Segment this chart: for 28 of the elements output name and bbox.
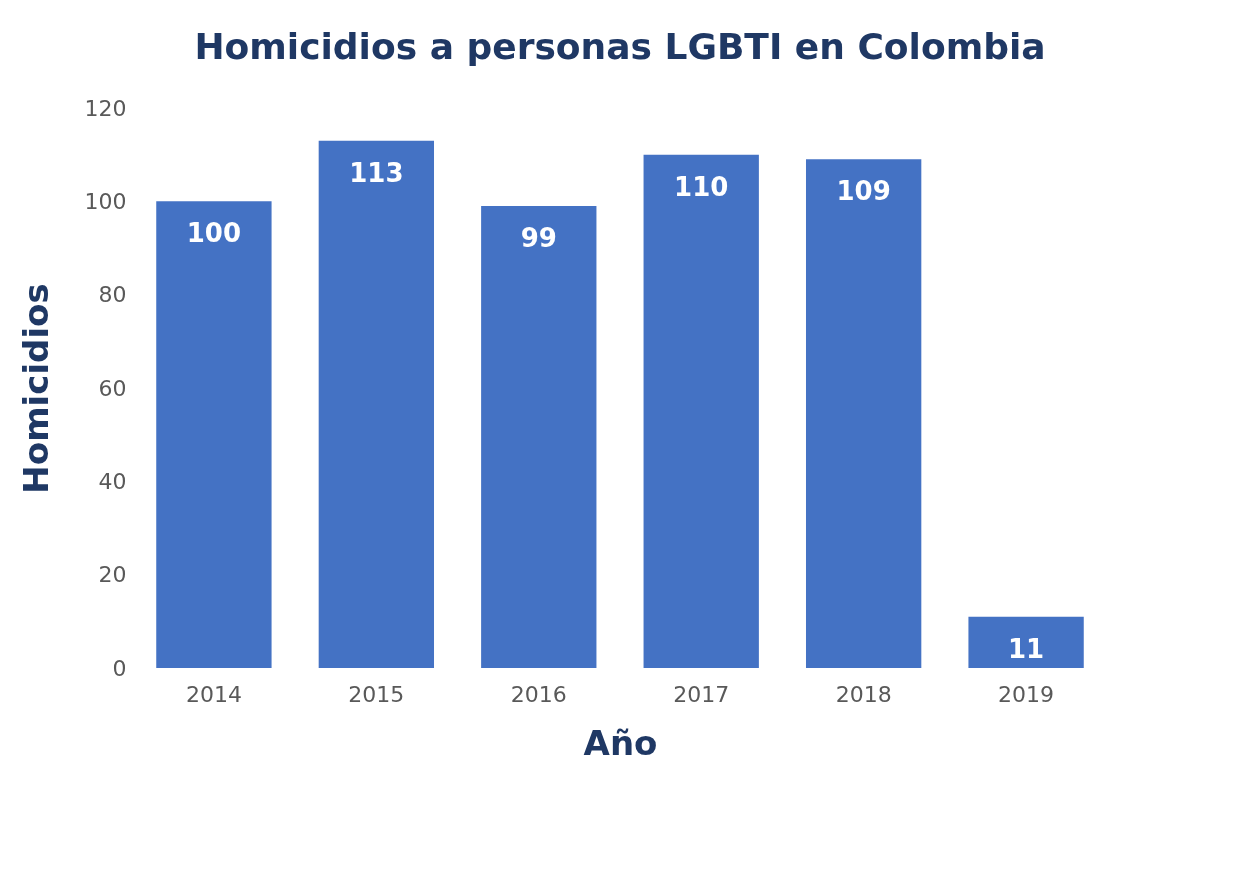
bar xyxy=(643,154,759,668)
data-label: 11 xyxy=(1008,633,1045,664)
bar xyxy=(318,140,435,668)
y-tick-label: 80 xyxy=(98,282,127,308)
bar xyxy=(968,616,1084,668)
bar xyxy=(156,201,272,668)
y-tick-label: 60 xyxy=(98,375,127,401)
data-label: 110 xyxy=(674,171,729,202)
y-tick-label: 40 xyxy=(98,468,127,494)
x-tick-label: 2017 xyxy=(673,681,730,707)
y-tick-label: 100 xyxy=(84,188,127,214)
data-label: 109 xyxy=(836,176,891,207)
y-axis-title: Homicidios xyxy=(15,283,56,494)
x-axis-title: Año xyxy=(583,722,658,763)
chart-title: Homicidios a personas LGBTI en Colombia xyxy=(194,26,1046,67)
y-tick-label: 20 xyxy=(98,562,127,588)
x-tick-label: 2014 xyxy=(185,681,242,707)
data-label: 100 xyxy=(186,218,242,249)
x-tick-label: 2016 xyxy=(510,681,567,707)
data-label: 113 xyxy=(349,157,404,188)
x-tick-label: 2015 xyxy=(348,681,405,707)
bar xyxy=(805,159,922,668)
data-label: 99 xyxy=(520,223,557,253)
x-tick-label: 2018 xyxy=(835,681,892,707)
bar xyxy=(481,206,597,668)
y-tick-label: 120 xyxy=(84,95,127,121)
y-tick-label: 0 xyxy=(112,655,127,681)
x-tick-label: 2019 xyxy=(998,681,1055,707)
